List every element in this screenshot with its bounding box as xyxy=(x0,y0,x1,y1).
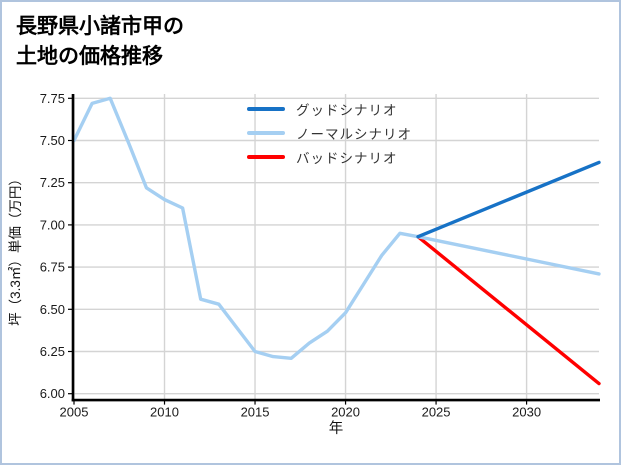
y-tick-label-6.25: 6.25 xyxy=(40,344,65,359)
y-axis-title: 坪（3.3㎡）単価（万円） xyxy=(8,172,23,326)
x-tick-label-2025: 2025 xyxy=(422,405,451,420)
gridlines xyxy=(72,94,599,401)
y-tick-label-7.50: 7.50 xyxy=(40,133,65,148)
legend-item-normal-scenario: ノーマルシナリオ xyxy=(247,121,412,145)
good-scenario-line-swatch xyxy=(247,107,285,111)
axes-spines xyxy=(71,94,600,402)
chart-title-line2: 土地の価格推移 xyxy=(16,45,163,68)
y-tick-label-6.50: 6.50 xyxy=(40,302,65,317)
legend-label-good-scenario: グッドシナリオ xyxy=(296,103,398,118)
x-axis-title: 年 xyxy=(329,420,344,437)
series-line-normal xyxy=(72,96,601,360)
legend-label-bad-scenario: バッドシナリオ xyxy=(296,151,398,166)
chart-title: 長野県小諸市甲の 土地の価格推移 xyxy=(16,12,184,72)
x-tick-label-2010: 2010 xyxy=(150,405,179,420)
bad-scenario-line-swatch xyxy=(247,155,285,159)
legend-label-normal-scenario: ノーマルシナリオ xyxy=(296,127,412,142)
y-tick-label-7.25: 7.25 xyxy=(40,175,65,190)
x-tick-label-2020: 2020 xyxy=(331,405,360,420)
x-tick-labels: 2005 2010 2015 2020 2025 2030 xyxy=(60,405,542,420)
y-tick-label-7.75: 7.75 xyxy=(40,91,65,106)
y-tick-labels: 6.00 6.25 6.50 6.75 7.00 7.25 7.50 7.75 xyxy=(40,91,65,401)
x-tick-label-2015: 2015 xyxy=(241,405,270,420)
series-lines xyxy=(72,96,601,386)
series-line-good xyxy=(416,160,601,239)
y-tick-label-6.75: 6.75 xyxy=(40,260,65,275)
series-line-bad xyxy=(416,234,601,386)
legend-item-bad-scenario: バッドシナリオ xyxy=(247,145,412,169)
y-tick-label-7.00: 7.00 xyxy=(40,217,65,232)
legend-item-good-scenario: グッドシナリオ xyxy=(247,97,412,121)
x-tick-label-2030: 2030 xyxy=(512,405,541,420)
y-tick-label-6.00: 6.00 xyxy=(40,386,65,401)
chart-title-line1: 長野県小諸市甲の xyxy=(16,15,184,38)
normal-scenario-line-swatch xyxy=(247,131,285,135)
legend: グッドシナリオ ノーマルシナリオ バッドシナリオ xyxy=(247,97,412,169)
x-tick-label-2005: 2005 xyxy=(60,405,89,420)
